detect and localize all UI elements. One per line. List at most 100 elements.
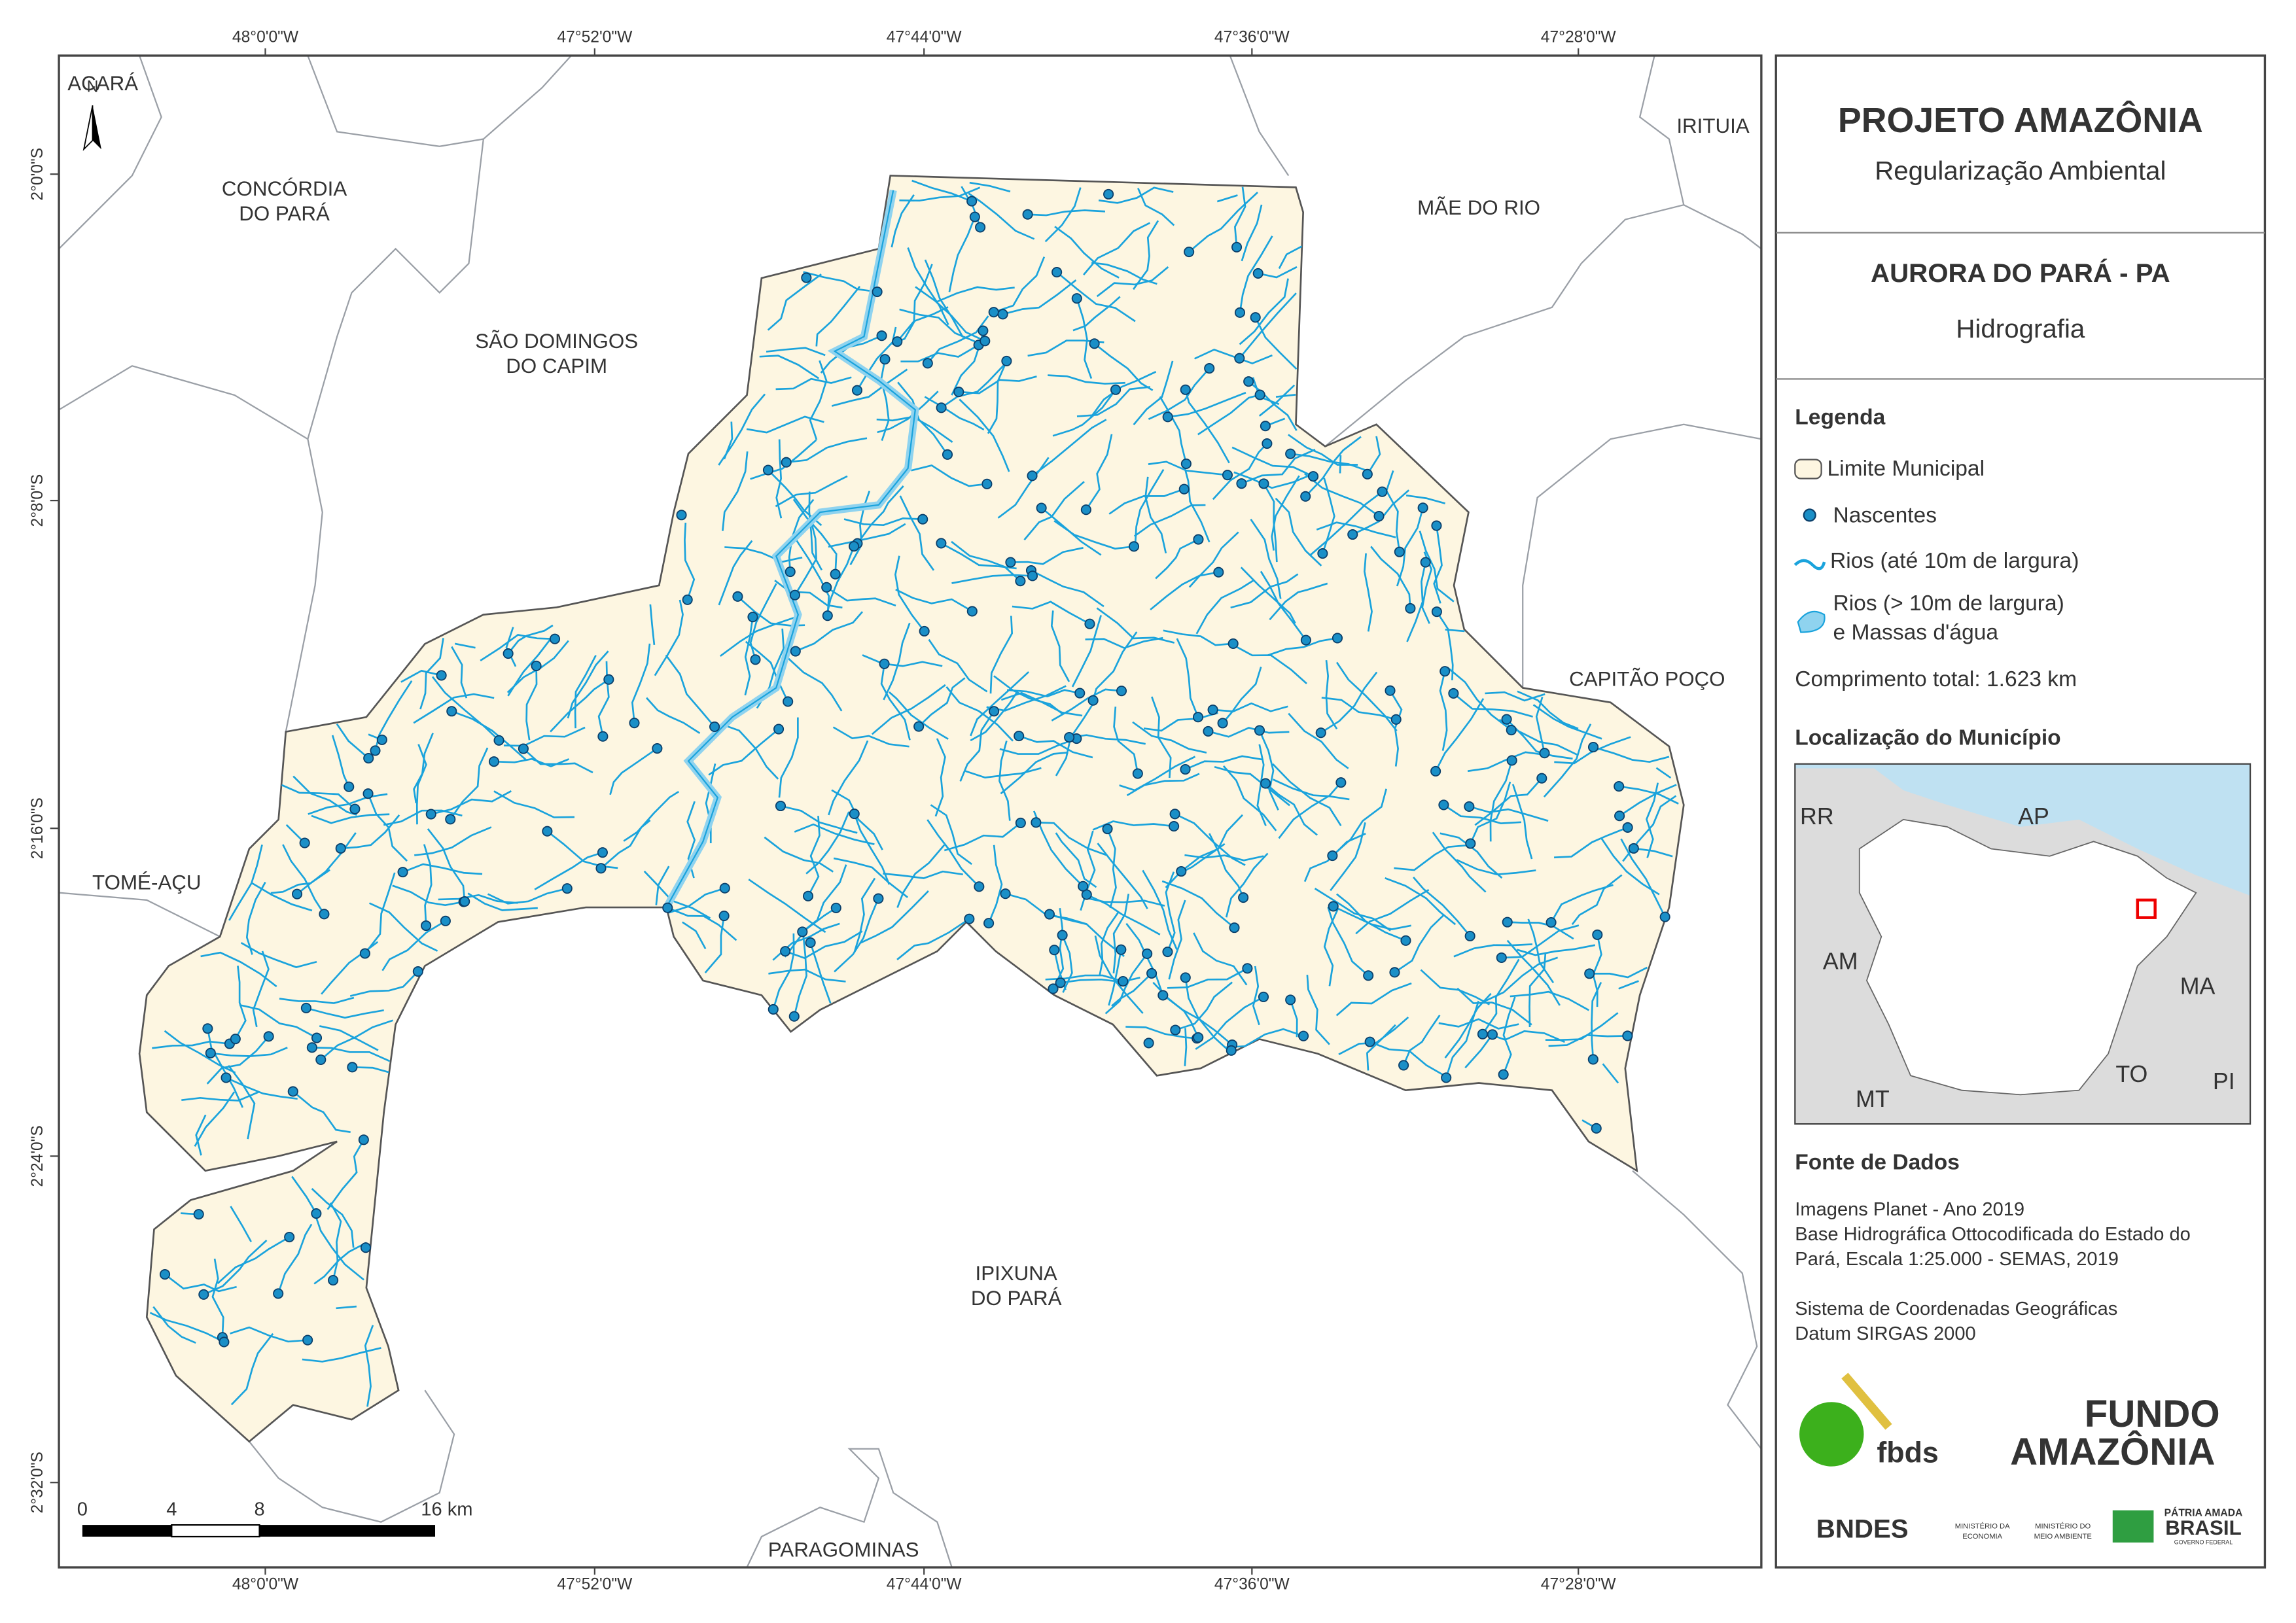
left-tick-label: 2°16'0"S [29,797,46,859]
spring [1170,1024,1181,1036]
river [525,665,538,741]
river [708,728,779,776]
river [987,845,1003,924]
spring [493,735,504,746]
river [1309,491,1383,557]
spring [1116,686,1127,697]
spring [783,696,794,707]
spring [1074,688,1086,699]
river [899,495,935,571]
neighbor-label: DO PARÁ [239,202,330,225]
river [1148,368,1210,420]
spring [1258,991,1269,1003]
river [200,951,277,988]
river [1385,470,1401,552]
legend-label: e Massas d'água [1833,621,1998,645]
spring [1116,944,1127,955]
river [1327,907,1369,977]
spring [1315,727,1326,739]
spring [1328,901,1339,912]
boundary [307,139,484,440]
legend-swatch [1803,508,1816,522]
river [927,819,980,888]
river [1550,884,1614,923]
spring [801,272,812,283]
spring [1001,355,1012,366]
river [1394,844,1469,871]
spring [1363,970,1374,981]
river [1618,785,1679,805]
river [951,540,1021,582]
river [1250,518,1282,599]
fundo-logo: FUNDO [2085,1393,2220,1435]
river [1481,958,1520,1035]
river [1061,935,1073,993]
spring [358,1134,369,1145]
left-tick-label: 2°0'0"S [29,148,46,201]
river [331,735,350,788]
river [1446,666,1512,731]
spring [1157,990,1169,1001]
legend-swatch [1797,610,1826,633]
top-tick-label: 47°36'0"W [1214,29,1290,46]
river [853,813,891,885]
spring [1103,188,1114,200]
top-tick-label: 47°44'0"W [887,29,963,46]
spring [849,541,860,552]
spring [306,1042,317,1053]
spring [805,937,816,949]
river [934,738,946,817]
spring [302,1335,313,1346]
river [487,887,568,905]
river [279,996,355,1004]
river [951,574,1033,584]
river [704,915,725,973]
river [1467,751,1545,773]
top-tick-label: 48°0'0"W [232,29,299,46]
river [793,935,807,1017]
river [282,844,325,915]
spring [1036,502,1047,514]
river [364,1325,374,1407]
panel-subtitle: Regularização Ambiental [1875,156,2166,186]
inset-label: AP [2018,803,2049,829]
river [1271,475,1300,551]
river [1453,692,1534,718]
spring [1389,967,1400,978]
river [164,1030,236,1074]
spring [822,610,833,621]
river [1402,1015,1441,1066]
neighbor-label: TOMÉ-AÇU [92,871,201,894]
spring [775,800,786,812]
spring [980,336,991,347]
river [291,1176,317,1214]
river [207,1028,244,1108]
spring [1536,773,1547,784]
river [414,826,492,856]
spring [797,926,808,937]
river [381,920,446,971]
river [546,830,618,869]
spring [1431,520,1442,531]
river [775,475,848,508]
spring [459,896,470,907]
spring [790,646,801,657]
river [940,364,1006,409]
river [1339,455,1342,474]
spring [1044,909,1055,920]
river [768,968,846,983]
spring [1285,448,1296,459]
spring [1055,977,1066,988]
bottom-tick-label: 47°52'0"W [557,1575,633,1593]
river [993,256,1046,313]
river [1174,981,1233,1031]
river [1619,784,1677,817]
spring [1071,293,1082,304]
river [772,933,795,1010]
scale-label: 8 [254,1499,264,1520]
river [843,517,923,527]
river [767,273,822,331]
spring [1430,765,1441,777]
river [930,804,972,865]
river [1443,804,1522,824]
